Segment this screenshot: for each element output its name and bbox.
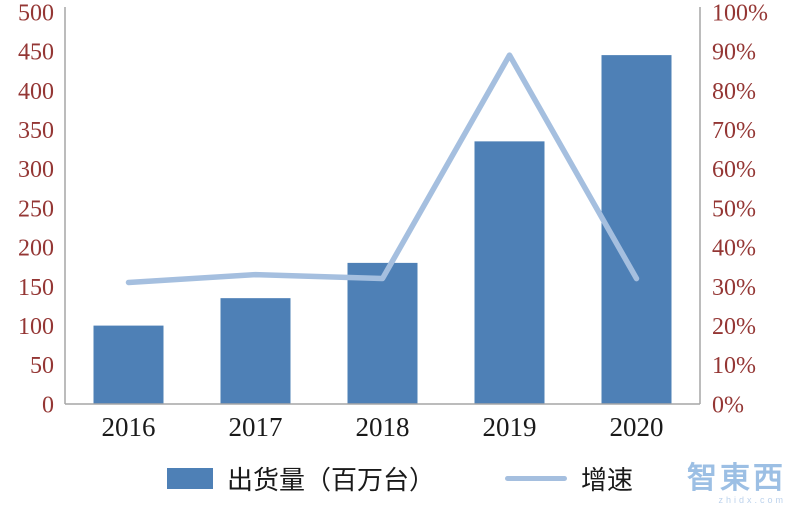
x-axis-tick-2020: 2020 <box>610 412 664 442</box>
left-axis-tick-350: 350 <box>18 118 54 144</box>
left-axis-tick-100: 100 <box>18 314 54 340</box>
right-axis-tick-30%: 30% <box>712 275 756 301</box>
bar-2018 <box>347 262 418 404</box>
left-axis-tick-0: 0 <box>42 392 54 418</box>
right-axis-tick-0%: 0% <box>712 392 744 418</box>
x-axis-tick-2019: 2019 <box>483 412 537 442</box>
right-axis-tick-60%: 60% <box>712 157 756 183</box>
right-axis-tick-20%: 20% <box>712 314 756 340</box>
right-axis-tick-100%: 100% <box>712 0 768 26</box>
right-axis-tick-90%: 90% <box>712 40 756 66</box>
right-axis-tick-10%: 10% <box>712 353 756 379</box>
right-axis-tick-70%: 70% <box>712 118 756 144</box>
x-axis-tick-2017: 2017 <box>229 412 283 442</box>
left-axis-tick-450: 450 <box>18 40 54 66</box>
left-axis-tick-200: 200 <box>18 236 54 262</box>
bar-2020 <box>601 55 672 405</box>
growth-line <box>125 52 640 286</box>
x-axis-tick-2018: 2018 <box>356 412 410 442</box>
left-axis-tick-500: 500 <box>18 0 54 26</box>
left-axis-tick-50: 50 <box>30 353 54 379</box>
bar-2019 <box>474 141 545 405</box>
bar-2017 <box>220 298 291 404</box>
left-axis-tick-250: 250 <box>18 196 54 222</box>
left-axis-tick-400: 400 <box>18 79 54 105</box>
right-axis-tick-80%: 80% <box>712 79 756 105</box>
bar-2016 <box>93 325 164 404</box>
x-axis-tick-2016: 2016 <box>102 412 156 442</box>
right-axis-tick-40%: 40% <box>712 236 756 262</box>
left-axis-tick-300: 300 <box>18 157 54 183</box>
right-axis-tick-50%: 50% <box>712 196 756 222</box>
left-axis-tick-150: 150 <box>18 275 54 301</box>
